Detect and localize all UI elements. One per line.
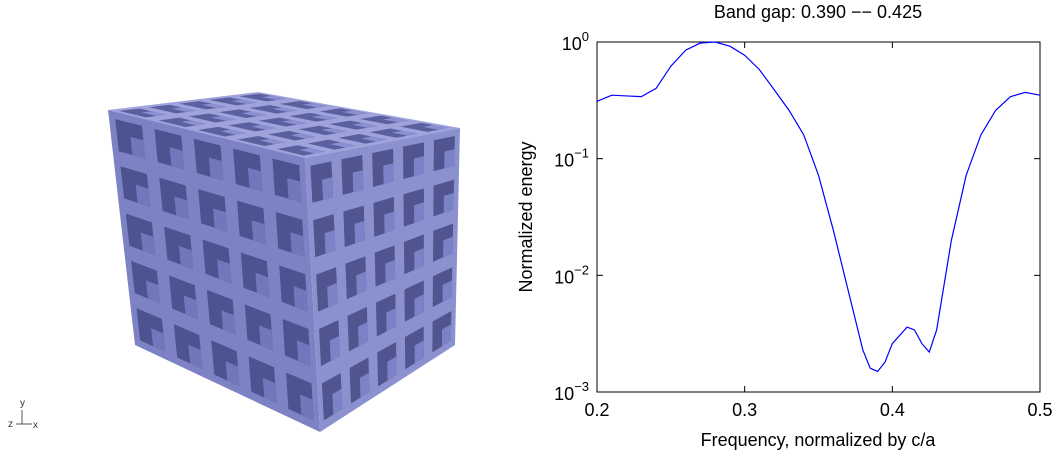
x-axis-label: Frequency, normalized by c/a bbox=[701, 430, 937, 450]
y-tick-label: 10−1 bbox=[554, 146, 589, 171]
lattice-hole-depth bbox=[383, 163, 393, 184]
lattice-hole-depth bbox=[353, 170, 364, 192]
lattice-hole-depth bbox=[414, 156, 424, 176]
x-tick-label: 0.3 bbox=[732, 400, 757, 420]
lattice-hole-depth bbox=[322, 177, 333, 200]
lattice-hole-depth bbox=[356, 271, 366, 294]
lattice-hole-depth bbox=[384, 212, 394, 234]
lattice-hole-depth bbox=[354, 221, 364, 244]
lattice-hole-depth bbox=[414, 202, 424, 223]
lattice-hole-depth bbox=[325, 230, 336, 253]
x-tick-label: 0.2 bbox=[584, 400, 609, 420]
triad-label: z bbox=[8, 419, 13, 430]
chart-title: Band gap: 0.390 −− 0.425 bbox=[714, 2, 922, 22]
lattice-hole-depth bbox=[248, 168, 262, 192]
triad-label: x bbox=[33, 420, 38, 431]
y-axis-label: Normalized energy bbox=[516, 141, 536, 292]
lattice-hole-depth bbox=[444, 193, 454, 213]
lattice-hole-depth bbox=[209, 158, 223, 181]
lattice-hole-depth bbox=[287, 178, 301, 202]
y-tick-label: 100 bbox=[562, 29, 589, 54]
x-tick-label: 0.4 bbox=[880, 400, 905, 420]
lattice-hole-depth bbox=[327, 283, 337, 307]
plot-area bbox=[597, 42, 1040, 392]
axis-triad: y z x bbox=[8, 398, 38, 431]
triad-label: y bbox=[20, 398, 25, 409]
lattice-hole-depth bbox=[444, 149, 454, 168]
lattice-render bbox=[108, 92, 460, 432]
x-tick-label: 0.5 bbox=[1027, 400, 1052, 420]
y-tick-label: 10−2 bbox=[554, 262, 589, 287]
figure: y z x Band gap: 0.390 −− 0.425 Frequency… bbox=[0, 0, 1062, 454]
